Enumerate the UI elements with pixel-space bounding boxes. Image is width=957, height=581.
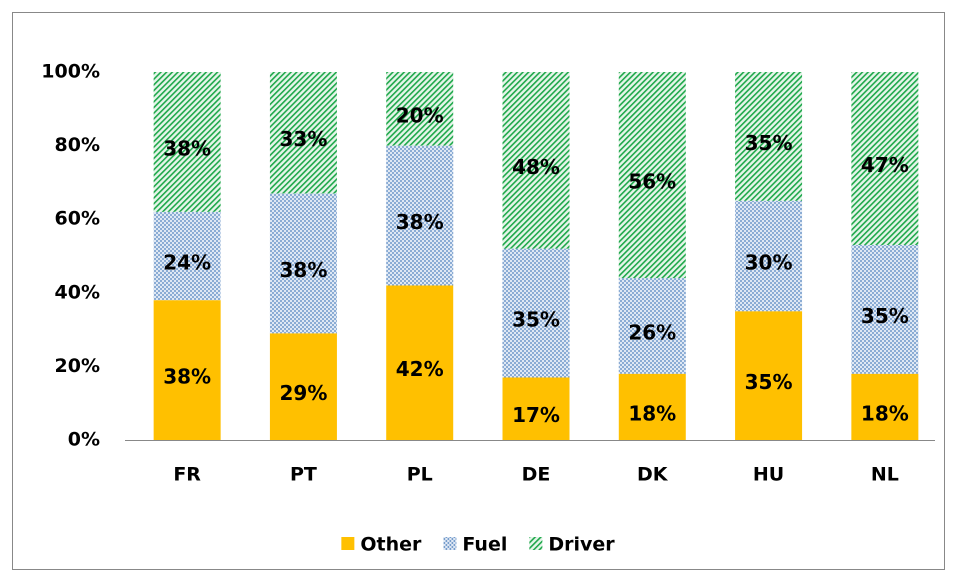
value-label: 42% — [396, 357, 444, 381]
bar-segment — [386, 145, 454, 286]
x-tick-label: FR — [173, 464, 201, 486]
value-label: 18% — [861, 401, 909, 425]
x-tick-label: HU — [753, 464, 784, 486]
value-label: 17% — [512, 403, 560, 427]
value-label: 24% — [163, 251, 211, 275]
value-label: 35% — [745, 370, 793, 394]
value-label: 38% — [163, 136, 211, 160]
x-tick-label: DK — [637, 464, 669, 486]
bar-segment — [851, 373, 919, 440]
value-label: 38% — [163, 365, 211, 389]
x-tick-label: DE — [522, 464, 551, 486]
x-tick-label: PL — [407, 464, 433, 486]
bar-segment — [851, 244, 919, 374]
legend-swatch — [529, 537, 543, 550]
bar-segment — [153, 300, 221, 440]
value-label: 38% — [279, 258, 327, 282]
bar-segment — [502, 248, 570, 378]
bar-segment — [502, 377, 570, 440]
bar-segment — [618, 72, 686, 279]
chart-frame — [12, 12, 945, 570]
value-label: 35% — [745, 131, 793, 155]
value-label: 47% — [861, 153, 909, 177]
bar-segment — [269, 193, 337, 334]
bar-segment — [735, 311, 803, 440]
legend-swatch — [341, 537, 355, 550]
legend: Other Fuel Driver — [341, 534, 615, 556]
legend-label: Driver — [548, 534, 615, 556]
bar-segment — [851, 72, 919, 245]
bar-segment — [386, 285, 454, 440]
bar-segment — [153, 72, 221, 212]
bar-segment — [386, 72, 454, 146]
bar-segment — [502, 72, 570, 249]
y-tick-label: 80% — [55, 134, 100, 156]
bar-segment — [269, 72, 337, 194]
value-label: 20% — [396, 103, 444, 127]
value-label: 29% — [279, 381, 327, 405]
value-label: 56% — [628, 170, 676, 194]
value-label: 26% — [628, 320, 676, 344]
y-tick-label: 40% — [55, 281, 100, 303]
y-tick-label: 60% — [55, 208, 100, 230]
bar-segment — [618, 278, 686, 374]
value-label: 35% — [512, 308, 560, 332]
y-tick-label: 0% — [68, 429, 100, 451]
legend-label: Fuel — [462, 534, 507, 556]
value-label: 38% — [396, 210, 444, 234]
y-tick-label: 100% — [41, 61, 100, 83]
y-tick-label: 20% — [55, 355, 100, 377]
value-label: 48% — [512, 155, 560, 179]
value-label: 33% — [279, 127, 327, 151]
value-label: 30% — [745, 251, 793, 275]
bar-segment — [269, 333, 337, 440]
bar-segment — [735, 72, 803, 201]
legend-swatch — [443, 537, 457, 550]
bar-segment — [618, 373, 686, 440]
bar-segment — [735, 200, 803, 312]
bar-segment — [153, 211, 221, 301]
value-label: 35% — [861, 304, 909, 328]
x-tick-label: PT — [290, 464, 317, 486]
x-tick-label: NL — [871, 464, 899, 486]
legend-label: Other — [360, 534, 422, 556]
value-label: 18% — [628, 401, 676, 425]
